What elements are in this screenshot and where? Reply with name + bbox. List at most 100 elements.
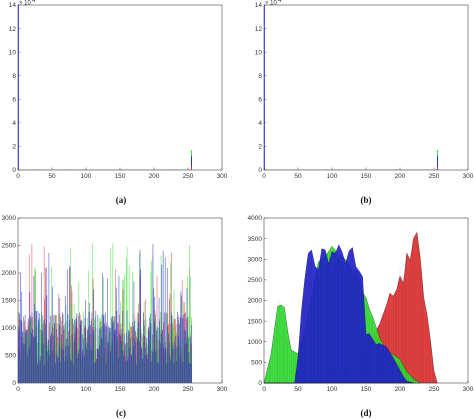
y-tick-label: 0 <box>12 380 16 387</box>
histogram-bar <box>151 260 152 383</box>
histogram-bar <box>188 352 190 383</box>
histogram-bar <box>180 291 182 383</box>
histogram-bar <box>23 316 25 383</box>
histogram-bar <box>185 331 186 383</box>
histogram-bar <box>28 347 30 383</box>
histogram-bar <box>67 314 69 383</box>
histogram-bar <box>106 325 108 383</box>
histogram-bar <box>39 313 40 383</box>
histogram-bar <box>65 345 67 383</box>
histogram-bar <box>167 325 169 383</box>
x-tick-label: 300 <box>217 173 228 180</box>
histogram-bar <box>58 357 59 383</box>
histogram-bar <box>43 246 45 383</box>
histogram-bar <box>155 316 156 383</box>
histogram-bar <box>120 328 122 383</box>
histogram-bar <box>73 363 74 383</box>
histogram-bar <box>47 339 49 383</box>
histogram-bar <box>36 311 37 383</box>
caption-a: (a) <box>116 195 127 205</box>
histogram-bar <box>121 340 122 383</box>
histogram-bar <box>168 333 169 383</box>
histogram-bar <box>59 298 61 383</box>
x-tick-label: 150 <box>361 386 372 393</box>
y-tick-label: 1500 <box>248 318 263 325</box>
histogram-bar <box>58 324 60 383</box>
spike-bar <box>437 155 438 170</box>
histogram-bar <box>79 312 80 383</box>
histogram-bar <box>130 338 131 383</box>
histogram-bar <box>139 341 140 383</box>
histogram-bar <box>63 329 65 383</box>
histogram-bar <box>56 323 58 383</box>
histogram-bar <box>73 342 75 383</box>
histogram-bar <box>22 332 23 383</box>
histogram-bar <box>69 265 71 383</box>
histogram-bar <box>48 252 50 383</box>
histogram-bar <box>117 357 119 383</box>
histogram-bar <box>158 363 159 383</box>
histogram-bar <box>30 316 31 383</box>
histogram-bar <box>143 312 144 383</box>
x-tick-label: 100 <box>81 386 92 393</box>
histogram-bar <box>96 348 98 383</box>
histogram-bar <box>162 250 164 383</box>
histogram-bar <box>78 353 80 383</box>
histogram-bar <box>166 312 167 383</box>
histogram-bar <box>95 310 97 383</box>
histogram-bar <box>122 289 124 383</box>
histogram-bar <box>179 317 181 383</box>
histogram-bar <box>84 317 86 383</box>
histogram-bar <box>66 338 67 383</box>
histogram-bar <box>56 354 58 383</box>
histogram-bar <box>134 330 136 383</box>
histogram-bar <box>80 321 82 383</box>
histogram-bar <box>115 329 116 383</box>
caption-b: (b) <box>361 195 372 205</box>
histogram-bar <box>131 327 133 383</box>
histogram-bar <box>145 319 147 383</box>
y-tick-label: 12 <box>255 26 263 33</box>
y-tick-label: 3500 <box>248 236 263 243</box>
histogram-bar <box>166 363 167 383</box>
histogram-bar <box>35 336 36 383</box>
histogram-bar <box>117 322 118 383</box>
histogram-bar <box>54 315 56 383</box>
y-exponent-label: × 10 <box>19 1 32 7</box>
histogram-bar <box>105 362 107 383</box>
y-tick-label: 14 <box>255 2 263 9</box>
x-tick-label: 300 <box>463 386 474 393</box>
y-exponent-power: 4 <box>32 0 36 4</box>
histogram-bar <box>176 332 178 383</box>
histogram-bar <box>124 274 125 383</box>
histogram-bar <box>189 245 190 383</box>
histogram-bar <box>158 297 160 383</box>
histogram-bar <box>173 289 175 383</box>
histogram-bar <box>141 347 142 383</box>
histogram-bar <box>18 330 20 383</box>
histogram-bar <box>126 310 128 383</box>
histogram-bar <box>164 312 165 383</box>
histogram-bar <box>54 323 55 383</box>
histogram-bar <box>190 364 192 383</box>
histogram-bar <box>25 331 27 383</box>
histogram-bar <box>60 325 61 383</box>
histogram-bar <box>147 358 148 383</box>
histogram-bar <box>55 315 57 383</box>
histogram-bar <box>142 359 144 383</box>
histogram-bar <box>132 322 133 383</box>
histogram-bar <box>115 287 117 383</box>
histogram-bar <box>44 364 46 383</box>
histogram-bar <box>175 335 176 383</box>
histogram-bar <box>33 276 35 383</box>
histogram-bar <box>176 360 178 383</box>
histogram-bar <box>154 296 155 383</box>
histogram-bar <box>120 335 121 383</box>
histogram-bar <box>124 344 126 383</box>
histogram-bar <box>29 292 31 383</box>
histogram-bar <box>90 350 92 383</box>
x-tick-label: 250 <box>183 173 194 180</box>
histogram-bar <box>94 316 96 383</box>
histogram-bar <box>157 362 159 383</box>
histogram-bar <box>146 338 148 383</box>
